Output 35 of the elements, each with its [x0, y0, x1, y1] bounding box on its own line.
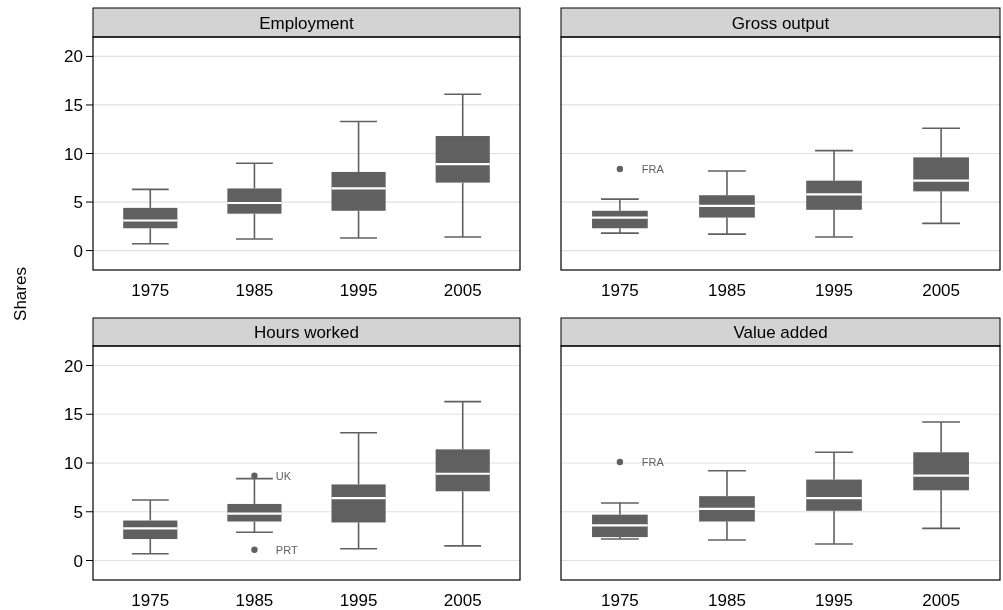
- x-tick-label: 1985: [708, 591, 746, 610]
- y-tick-label: 10: [64, 144, 83, 164]
- annotation: FRA: [641, 163, 665, 176]
- x-tick-label: 1985: [708, 281, 746, 300]
- chart-title: Value added: [733, 323, 828, 342]
- x-tick-label: 2005: [922, 591, 961, 610]
- x-tick-label: 1975: [131, 281, 170, 300]
- y-tick-label: 15: [64, 95, 83, 115]
- x-tick-label: 2005: [443, 591, 482, 610]
- x-tick-label: 1995: [339, 281, 378, 300]
- x-tick-label: 2005: [922, 281, 961, 300]
- x-tick-label: 1975: [131, 591, 170, 610]
- x-tick-label: 1995: [339, 591, 378, 610]
- y-tick-label: 0: [73, 241, 83, 261]
- chart-title: Employment: [259, 13, 355, 33]
- annotation: UK: [275, 469, 292, 482]
- chart-title: Gross output: [731, 13, 830, 33]
- y-tick-label: 5: [73, 193, 83, 213]
- chart-title: Hours worked: [254, 323, 359, 342]
- y-tick-label: 20: [64, 47, 83, 67]
- x-tick-label: 1975: [600, 591, 639, 610]
- annotation: PRT: [275, 543, 298, 556]
- x-tick-label: 2005: [443, 281, 482, 300]
- x-tick-label: 1985: [235, 281, 274, 300]
- y-tick-label: 0: [73, 551, 83, 571]
- y-tick-label: 10: [64, 454, 83, 473]
- y-tick-label: 15: [64, 405, 83, 425]
- y-axis-title: Shares: [11, 267, 30, 321]
- x-tick-label: 1975: [600, 281, 639, 300]
- x-tick-label: 1995: [815, 591, 853, 610]
- y-tick-label: 20: [64, 356, 83, 376]
- x-tick-label: 1985: [235, 591, 274, 610]
- y-tick-label: 5: [73, 502, 83, 522]
- x-tick-label: 1995: [815, 281, 853, 300]
- annotation: FRA: [641, 456, 665, 469]
